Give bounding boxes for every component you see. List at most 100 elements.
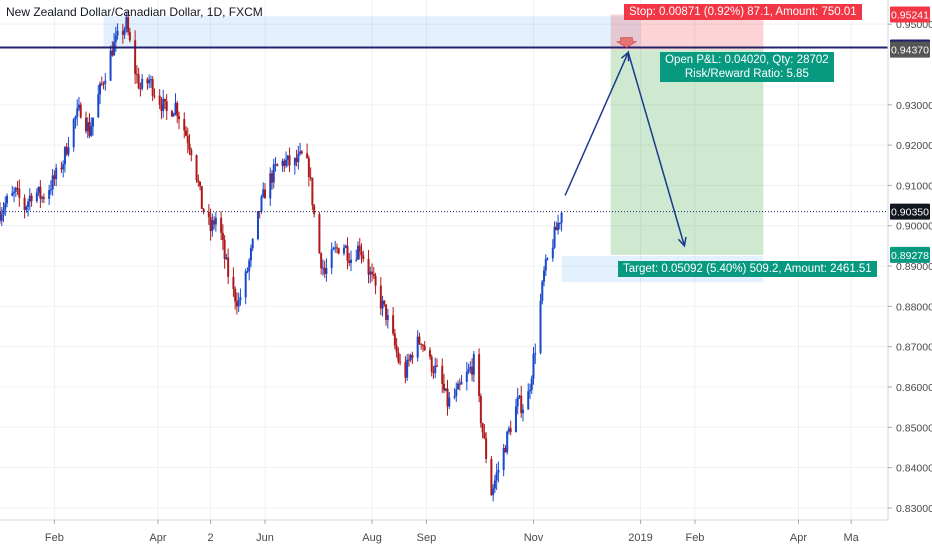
projection-arrowhead-up: [620, 50, 630, 62]
candle-body: [135, 73, 138, 75]
candle-body: [421, 344, 424, 346]
candle-body: [183, 119, 186, 131]
candle-body: [430, 356, 433, 373]
candle-body: [225, 257, 228, 260]
current-price-badge-bg: [890, 203, 930, 220]
candle-body: [211, 220, 214, 231]
candle-body: [355, 259, 358, 261]
candle-body: [214, 217, 217, 225]
x-tick-label: Nov: [524, 532, 544, 544]
candle-body: [444, 388, 447, 391]
candle-body: [374, 276, 377, 286]
candle-body: [39, 186, 42, 199]
candle-body: [504, 447, 507, 453]
candle-body: [395, 345, 398, 353]
y-tick-label: 0.93000: [896, 100, 932, 112]
candle-body: [76, 108, 79, 117]
y-tick-label: 0.84000: [896, 463, 932, 475]
y-tick-label: 0.85000: [896, 422, 932, 434]
candle-body: [286, 155, 289, 160]
candle-body: [409, 355, 412, 361]
candle-body: [16, 187, 19, 189]
projection-arrowhead-down: [677, 236, 687, 248]
candle-body: [86, 122, 89, 132]
candle-body: [469, 366, 472, 370]
candle-body: [235, 301, 238, 307]
candle-body: [60, 167, 63, 170]
candle-body: [11, 192, 14, 196]
candle-body: [423, 345, 426, 351]
candle-body: [18, 188, 21, 198]
candle-body: [4, 203, 7, 210]
candle-body: [239, 297, 242, 300]
candle-body: [65, 147, 68, 155]
candle-body: [272, 164, 275, 183]
candle-body: [381, 300, 384, 309]
candle-body: [311, 177, 314, 206]
candle-body: [399, 361, 402, 363]
candle-body: [163, 98, 166, 102]
candle-body: [509, 428, 512, 433]
candle-body: [560, 212, 563, 223]
candle-body: [35, 192, 38, 202]
candle-body: [346, 245, 349, 261]
candle-body: [334, 247, 337, 249]
y-tick-label: 0.88000: [896, 301, 932, 313]
candle-body: [28, 195, 31, 202]
candle-body: [139, 88, 142, 90]
candle-body: [199, 181, 202, 187]
candle-body: [176, 102, 179, 117]
candle-body: [349, 259, 352, 264]
candle-body: [263, 189, 266, 199]
candle-body: [348, 260, 351, 264]
candle-body: [541, 281, 544, 301]
candle-body: [344, 245, 347, 248]
candle-body: [534, 352, 537, 354]
candle-body: [367, 258, 370, 275]
target-price-badge-bg: [890, 246, 930, 263]
candle-body: [411, 355, 414, 358]
candle-body: [557, 222, 560, 231]
candle-body: [48, 190, 51, 199]
candle-body: [516, 397, 519, 407]
candle-body: [507, 428, 510, 432]
candle-body: [460, 381, 463, 385]
candle-body: [342, 247, 345, 254]
candle-body: [207, 211, 210, 218]
candle-body: [102, 83, 105, 85]
candle-body: [530, 378, 533, 390]
candle-body: [528, 389, 531, 392]
candle-body: [435, 365, 438, 367]
candle-body: [134, 40, 137, 74]
candle-body: [262, 189, 265, 197]
candle-body: [25, 207, 28, 210]
x-tick-label: 2: [208, 532, 214, 544]
candle-body: [149, 79, 152, 81]
candle-body: [551, 247, 554, 259]
candle-body: [362, 255, 365, 259]
candle-body: [249, 248, 252, 261]
candle-body: [418, 336, 421, 344]
candle-body: [323, 267, 326, 274]
candle-body: [518, 395, 521, 398]
candle-body: [202, 208, 205, 212]
x-tick-label: Sep: [417, 532, 437, 544]
candle-body: [248, 260, 251, 272]
y-tick-label: 0.91000: [896, 180, 932, 192]
candle-body: [416, 336, 419, 358]
candle-body: [37, 186, 40, 193]
candle-body: [256, 211, 259, 240]
candle-body: [485, 438, 488, 460]
candle-body: [72, 119, 75, 148]
candle-body: [63, 147, 66, 165]
candle-body: [372, 273, 375, 277]
candle-body: [244, 271, 247, 298]
candle-body: [99, 83, 102, 95]
candle-body: [321, 267, 324, 269]
candle-body: [432, 372, 435, 374]
candle-body: [309, 176, 312, 178]
x-tick-label: Aug: [362, 532, 382, 544]
x-tick-label: Apr: [790, 532, 807, 544]
